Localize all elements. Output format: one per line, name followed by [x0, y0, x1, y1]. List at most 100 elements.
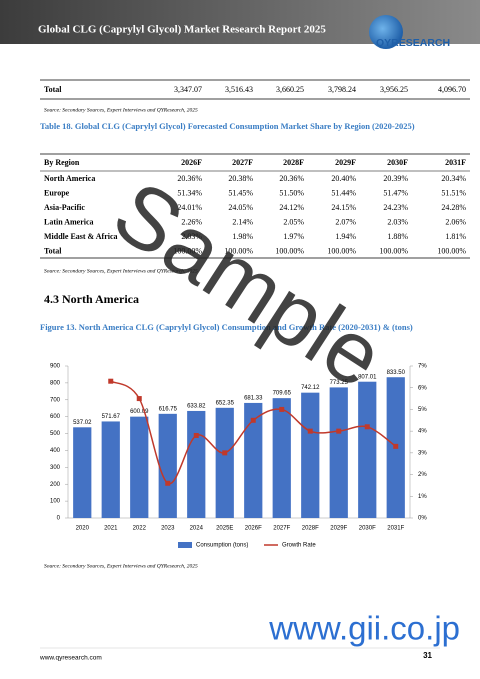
growth-marker: [136, 396, 142, 402]
y-tick-label: 200: [50, 482, 61, 488]
legend-label: Consumption (tons): [196, 543, 248, 549]
y-tick-label: 300: [50, 465, 61, 471]
data-label: 600.09: [130, 409, 149, 415]
x-tick-label: 2027F: [273, 526, 290, 532]
table-cell: 24.28%: [441, 203, 466, 212]
y-tick-label: 900: [50, 364, 61, 370]
total-value: 3,660.25: [276, 85, 304, 94]
table-cell: 20.36%: [177, 174, 202, 183]
source: Source: Secondary Sources, Expert Interv…: [44, 268, 198, 274]
table-cell: 2.03%: [181, 232, 202, 241]
growth-marker: [193, 432, 199, 438]
source: Source: Secondary Sources, Expert Interv…: [44, 563, 198, 569]
growth-marker: [393, 443, 399, 449]
table-header: 2031F: [445, 158, 466, 167]
table-cell: 2.26%: [181, 217, 202, 226]
x-tick-label: 2030F: [359, 526, 376, 532]
data-label: 773.25: [330, 380, 349, 386]
table-cell: 1.94%: [335, 232, 356, 241]
growth-marker: [108, 378, 114, 384]
table-cell: 24.01%: [177, 203, 202, 212]
table-cell: 2.05%: [283, 217, 304, 226]
table-header: By Region: [44, 158, 80, 167]
table-header: 2029F: [335, 158, 356, 167]
bar: [101, 421, 120, 518]
legend-label: Growth Rate: [282, 543, 316, 549]
table-cell: 2.07%: [335, 217, 356, 226]
data-label: 571.67: [102, 414, 121, 420]
table-cell: 1.97%: [283, 232, 304, 241]
total-value: 3,956.25: [380, 85, 408, 94]
table-cell: 100.00%: [173, 246, 202, 255]
table-cell: 100.00%: [437, 246, 466, 255]
y-tick-label: 100: [50, 499, 61, 505]
total-value: 3,516.43: [225, 85, 253, 94]
table-cell: 1.98%: [232, 232, 253, 241]
table-cell: 100.00%: [327, 246, 356, 255]
source: Source: Secondary Sources, Expert Interv…: [44, 107, 198, 113]
figure-title-box: Figure 13. North America CLG (Caprylyl G…: [40, 322, 413, 332]
y-tick-label: 500: [50, 431, 61, 437]
bar: [158, 413, 177, 518]
figure-title: Figure 13. North America CLG (Caprylyl G…: [40, 322, 413, 332]
table-cell: 51.45%: [228, 188, 253, 197]
growth-marker: [364, 424, 370, 430]
watermark: Sample: [97, 161, 401, 407]
y2-tick-label: 3%: [418, 450, 427, 456]
table-cell: 100.00%: [224, 246, 253, 255]
table-header: 2027F: [232, 158, 253, 167]
table-cell: 20.34%: [441, 174, 466, 183]
table-cell: 20.39%: [383, 174, 408, 183]
data-label: 742.12: [301, 385, 320, 391]
row-label: Middle East & Africa: [44, 232, 118, 241]
legend-swatch: [178, 542, 192, 548]
growth-marker: [222, 450, 228, 456]
row-label: North America: [44, 174, 95, 183]
table-cell: 51.50%: [279, 188, 304, 197]
table-header: 2028F: [283, 158, 304, 167]
bar: [301, 392, 320, 518]
growth-marker: [279, 406, 285, 412]
table-cell: 1.81%: [445, 232, 466, 241]
data-label: 807.01: [358, 374, 377, 380]
growth-marker: [165, 480, 171, 486]
data-label: 616.75: [159, 406, 178, 412]
y2-tick-label: 6%: [418, 385, 427, 391]
footer-url: www.qyresearch.com: [39, 655, 102, 662]
row-label: Asia-Pacific: [44, 203, 85, 212]
table-title: Table 18. Global CLG (Caprylyl Glycol) F…: [40, 121, 415, 131]
growth-marker: [307, 428, 313, 434]
x-tick-label: 2024: [190, 526, 204, 532]
table-cell: 1.88%: [387, 232, 408, 241]
table-header: 2030F: [387, 158, 408, 167]
page-number: 31: [423, 651, 432, 660]
bar: [215, 407, 234, 518]
data-label: 537.02: [73, 420, 92, 426]
table-cell: 20.36%: [279, 174, 304, 183]
header-title: Global CLG (Caprylyl Glycol) Market Rese…: [38, 24, 326, 36]
table-cell: 24.12%: [279, 203, 304, 212]
growth-marker: [336, 428, 342, 434]
bar: [272, 398, 291, 518]
y2-tick-label: 5%: [418, 407, 427, 413]
table-cell: 51.34%: [177, 188, 202, 197]
bar: [130, 416, 149, 518]
x-tick-label: 2031F: [387, 526, 404, 532]
x-tick-label: 2025E: [216, 526, 233, 532]
row-label: Europe: [44, 188, 70, 197]
table-cell: 20.38%: [228, 174, 253, 183]
row-label: Total: [44, 246, 62, 255]
section-title: 4.3 North America: [44, 292, 139, 306]
data-label: 709.65: [273, 391, 292, 397]
table-cell: 100.00%: [275, 246, 304, 255]
total-value: 3,347.07: [174, 85, 202, 94]
logo-icon: [369, 15, 403, 49]
table-cell: 24.15%: [331, 203, 356, 212]
bar: [329, 387, 348, 518]
table-cell: 51.47%: [383, 188, 408, 197]
growth-marker: [250, 417, 256, 423]
y2-tick-label: 2%: [418, 472, 427, 478]
total-value: 3,798.24: [328, 85, 356, 94]
y-tick-label: 400: [50, 448, 61, 454]
total-label: Total: [44, 85, 62, 94]
